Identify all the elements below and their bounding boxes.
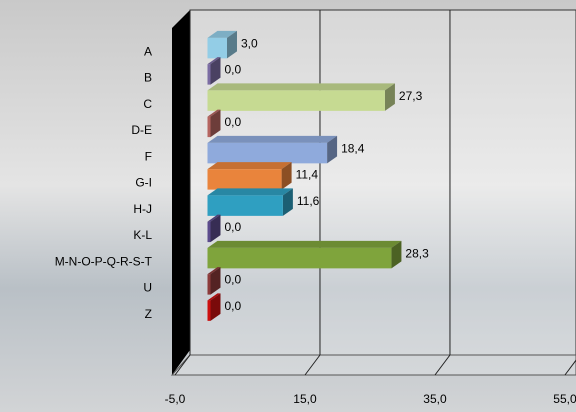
y-tick-label: H-J [133, 202, 152, 216]
floor [170, 354, 576, 376]
grid-line [564, 359, 576, 376]
value-label: 0,0 [224, 220, 241, 234]
bar-side [327, 135, 338, 164]
side-wall [172, 10, 190, 375]
y-tick-label: A [144, 44, 152, 58]
y-tick-label: U [143, 281, 152, 295]
value-label: 11,6 [297, 194, 320, 208]
bar-top [207, 83, 395, 91]
y-tick-label: F [145, 149, 152, 163]
bar-side [226, 30, 237, 59]
grid-line [304, 354, 321, 376]
x-tick-label: 15,0 [293, 392, 317, 406]
grid-line [434, 354, 451, 376]
bar-side [281, 162, 292, 190]
x-tick-label: -5,0 [165, 392, 186, 406]
bar [207, 300, 211, 321]
bar-side [282, 188, 293, 216]
bar [207, 142, 328, 164]
x-tick-label: 55,0 [553, 392, 576, 406]
bar-side [210, 267, 221, 295]
bar-side [210, 57, 221, 85]
y-tick-label: C [143, 97, 152, 111]
value-label: 0,0 [224, 115, 241, 129]
bar-top [207, 240, 402, 248]
value-label: 18,4 [341, 141, 365, 155]
bar-side [391, 240, 402, 269]
value-label: 0,0 [224, 273, 241, 287]
bar-side [210, 109, 221, 138]
bar-side [384, 83, 395, 111]
bar-top [207, 135, 338, 143]
bar [207, 37, 227, 59]
bar-top [207, 293, 221, 301]
bar [207, 169, 282, 190]
grid-line [174, 354, 191, 376]
bar-top [207, 267, 221, 275]
bar [207, 247, 392, 269]
bar-top [207, 188, 293, 196]
bar [207, 221, 211, 243]
bar-top [207, 109, 221, 117]
value-label: 0,0 [224, 63, 241, 77]
value-label: 0,0 [224, 299, 241, 313]
value-label: 3,0 [241, 36, 258, 50]
y-tick-label: Z [145, 307, 152, 321]
bar [207, 195, 283, 216]
bar-top [207, 214, 221, 222]
bar-side [210, 293, 221, 321]
bar [207, 116, 211, 138]
bar-top [207, 30, 237, 38]
y-tick-label: K-L [133, 228, 152, 242]
bar-side [210, 214, 221, 243]
value-label: 28,3 [405, 246, 429, 260]
bar [207, 90, 385, 111]
y-tick-label: D-E [131, 123, 152, 137]
y-tick-label: M-N-O-P-Q-R-S-T [55, 254, 153, 268]
value-label: 11,4 [296, 168, 319, 182]
value-label: 27,3 [399, 89, 423, 103]
bar-top [207, 162, 292, 170]
bar [207, 64, 211, 85]
bar-top [207, 57, 221, 65]
x-tick-label: 35,0 [423, 392, 447, 406]
bar [207, 274, 211, 295]
y-tick-label: B [144, 71, 152, 85]
y-tick-label: G-I [135, 176, 152, 190]
